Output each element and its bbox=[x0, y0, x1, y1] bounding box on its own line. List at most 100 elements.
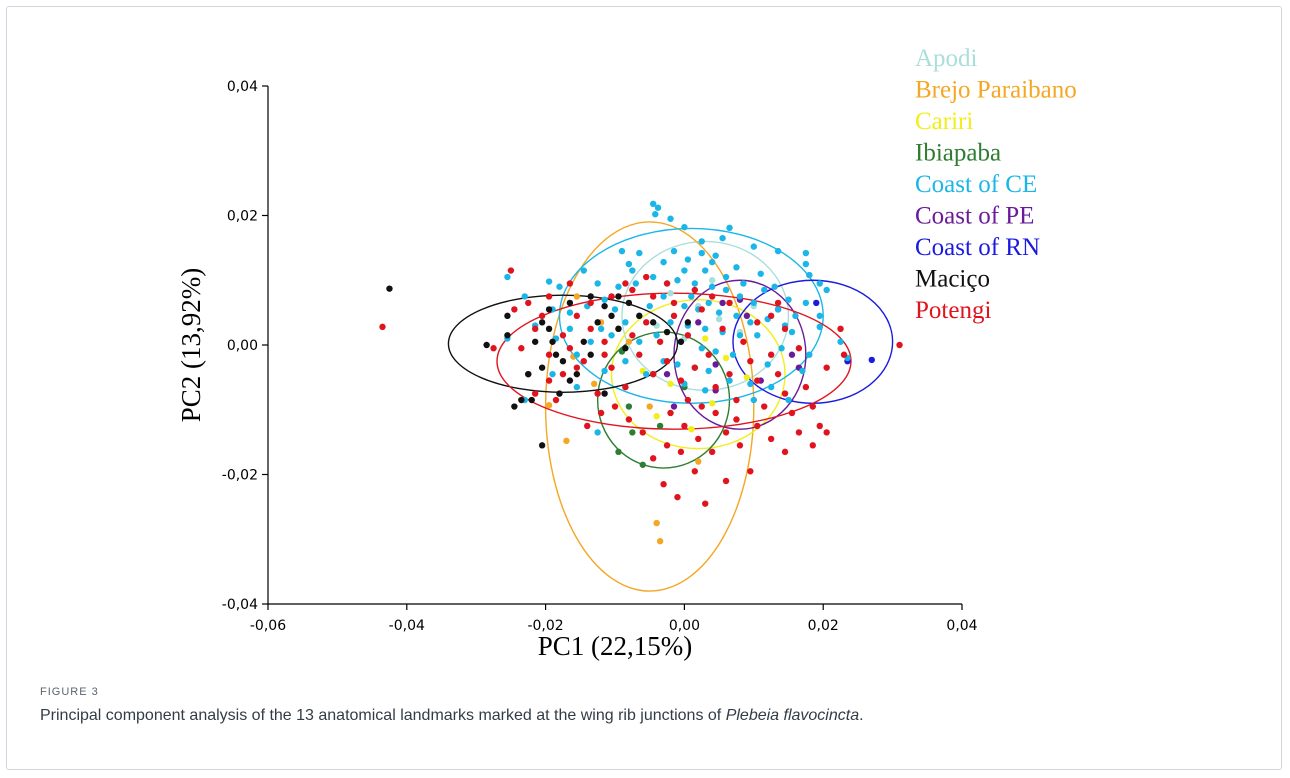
data-point-ibiapaba bbox=[656, 422, 664, 430]
data-point-coast-of-ce bbox=[622, 319, 629, 326]
data-point-coast-of-ce bbox=[705, 367, 712, 375]
data-point-potengi bbox=[684, 332, 692, 339]
data-point-maci-o bbox=[545, 325, 553, 333]
data-point-maci-o bbox=[649, 319, 657, 326]
ellipse-layer bbox=[447, 221, 894, 592]
data-point-potengi bbox=[816, 422, 823, 430]
legend-item-potengi: Potengi bbox=[915, 297, 991, 324]
data-point-coast-of-pe bbox=[695, 319, 702, 326]
data-point-brejo-paraibano bbox=[573, 293, 581, 300]
data-point-potengi bbox=[761, 403, 768, 410]
data-point-coast-of-ce bbox=[667, 215, 674, 222]
data-point-potengi bbox=[573, 364, 581, 371]
data-point-potengi bbox=[695, 435, 702, 443]
data-point-potengi bbox=[722, 477, 730, 485]
data-point-coast-of-ce bbox=[545, 278, 553, 285]
data-point-coast-of-ce bbox=[722, 286, 730, 294]
x-axis-label: PC1 (22,15%) bbox=[538, 631, 693, 661]
data-point-potengi bbox=[643, 319, 650, 326]
data-point-potengi bbox=[667, 409, 674, 417]
confidence-ellipse-coast-of-ce bbox=[558, 227, 824, 404]
data-point-brejo-paraibano bbox=[646, 403, 653, 410]
data-point-maci-o bbox=[615, 293, 622, 300]
data-point-potengi bbox=[639, 429, 646, 436]
data-point-potengi bbox=[608, 364, 615, 371]
data-point-coast-of-ce bbox=[702, 325, 709, 333]
data-point-coast-of-ce bbox=[757, 270, 764, 277]
data-point-potengi bbox=[747, 357, 754, 365]
data-point-coast-of-ce bbox=[681, 223, 688, 231]
legend-item-maci-o: Maciço bbox=[915, 266, 990, 293]
data-point-coast-of-ce bbox=[549, 370, 556, 378]
data-point-maci-o bbox=[601, 302, 608, 310]
data-point-cariri bbox=[702, 335, 709, 342]
data-point-potengi bbox=[781, 390, 789, 397]
data-point-coast-of-ce bbox=[649, 200, 657, 208]
data-point-potengi bbox=[726, 370, 733, 378]
data-point-cariri bbox=[743, 374, 751, 381]
x-tick-label: 0,02 bbox=[808, 618, 839, 634]
data-point-potengi bbox=[531, 325, 539, 333]
data-point-coast-of-ce bbox=[802, 299, 810, 307]
data-point-maci-o bbox=[504, 332, 511, 339]
data-point-potengi bbox=[525, 299, 532, 307]
data-point-potengi bbox=[656, 338, 664, 345]
data-point-coast-of-ce bbox=[698, 345, 705, 352]
data-point-coast-of-ce bbox=[601, 296, 608, 303]
data-point-maci-o bbox=[625, 299, 633, 307]
data-point-potengi bbox=[511, 306, 518, 313]
confidence-ellipse-brejo-paraibano bbox=[544, 221, 755, 592]
data-point-potengi bbox=[663, 357, 671, 365]
data-point-coast-of-ce bbox=[747, 319, 754, 326]
data-point-brejo-paraibano bbox=[545, 402, 553, 409]
data-point-coast-of-ce bbox=[799, 367, 806, 375]
caption-text: Principal component analysis of the 13 a… bbox=[40, 707, 726, 724]
data-point-potengi bbox=[747, 468, 754, 475]
data-point-potengi bbox=[518, 345, 525, 352]
y-tick-label: 0,02 bbox=[227, 209, 258, 225]
data-point-coast-of-ce bbox=[771, 283, 778, 290]
data-point-coast-of-ce bbox=[754, 332, 761, 339]
data-point-apodi bbox=[715, 315, 723, 323]
data-point-coast-of-ce bbox=[702, 387, 709, 394]
confidence-ellipse-potengi bbox=[496, 292, 852, 430]
data-point-potengi bbox=[681, 422, 688, 430]
data-point-coast-of-ce bbox=[806, 271, 813, 279]
data-point-potengi bbox=[552, 396, 560, 404]
data-point-potengi bbox=[559, 370, 567, 378]
data-point-brejo-paraibano bbox=[625, 338, 633, 345]
data-point-potengi bbox=[708, 448, 716, 456]
data-point-potengi bbox=[823, 364, 830, 371]
data-point-coast-of-pe bbox=[712, 361, 719, 368]
data-point-coast-of-ce bbox=[722, 273, 730, 281]
data-point-potengi bbox=[545, 377, 553, 384]
data-point-coast-of-ce bbox=[778, 345, 785, 352]
data-point-apodi bbox=[708, 277, 716, 284]
data-point-coast-of-ce bbox=[504, 273, 511, 281]
data-point-potengi bbox=[538, 312, 546, 320]
data-point-coast-of-ce bbox=[667, 319, 674, 326]
data-point-potengi bbox=[840, 351, 848, 358]
data-point-coast-of-ce bbox=[736, 332, 744, 339]
axes-layer: -0,06 -0,04 -0,02 0,00 0,02 0,04 -0,04 -0,02 0,0… bbox=[222, 79, 978, 634]
data-point-potengi bbox=[670, 299, 678, 307]
data-point-coast-of-ce bbox=[597, 325, 605, 333]
data-point-coast-of-ce bbox=[632, 280, 640, 287]
data-point-coast-of-ce bbox=[615, 283, 622, 290]
data-point-coast-of-ce bbox=[802, 249, 810, 257]
data-point-cariri bbox=[667, 380, 674, 388]
data-point-potengi bbox=[629, 286, 636, 294]
data-point-potengi bbox=[809, 442, 816, 449]
data-point-coast-of-ce bbox=[816, 312, 823, 320]
data-point-brejo-paraibano bbox=[563, 437, 570, 445]
data-point-potengi bbox=[754, 377, 761, 384]
data-point-brejo-paraibano bbox=[695, 458, 702, 465]
data-point-potengi bbox=[691, 468, 699, 475]
data-point-coast-of-ce bbox=[649, 273, 657, 281]
data-point-brejo-paraibano bbox=[653, 519, 660, 527]
data-point-coast-of-ce bbox=[726, 377, 733, 384]
data-point-maci-o bbox=[615, 325, 622, 333]
data-point-coast-of-ce bbox=[556, 283, 563, 290]
data-point-potengi bbox=[698, 306, 705, 313]
data-point-potengi bbox=[823, 429, 830, 436]
